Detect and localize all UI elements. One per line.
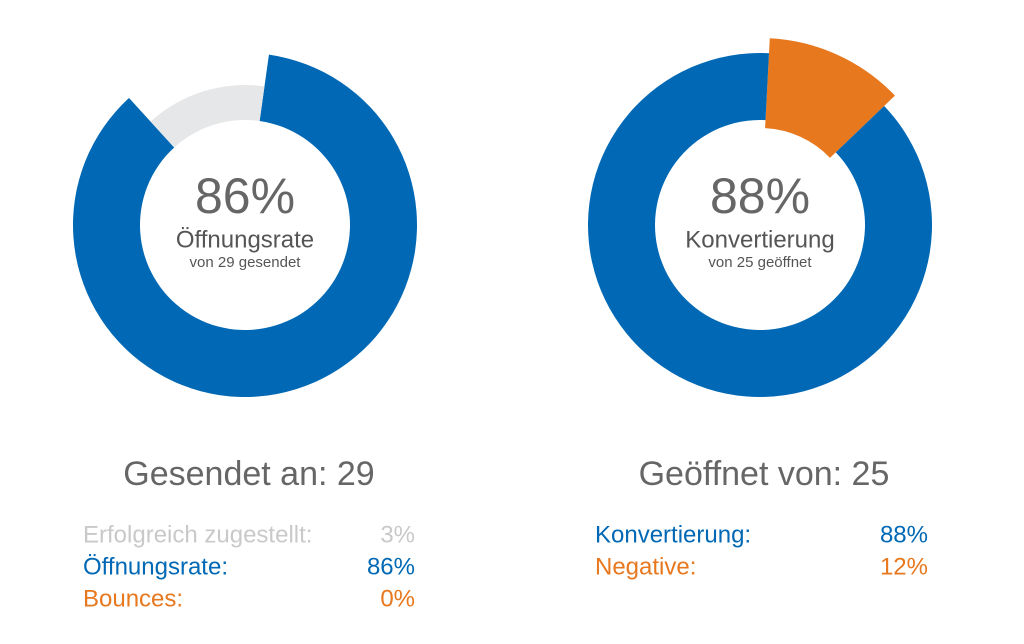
center-value: 86% bbox=[195, 168, 295, 224]
summary: Geöffnet von: 25 bbox=[639, 455, 890, 493]
donut-segment bbox=[587, 53, 932, 398]
center-subtitle: von 29 gesendet bbox=[190, 254, 302, 271]
legend-value: 3% bbox=[380, 521, 415, 548]
legend-name: Konvertierung: bbox=[595, 521, 751, 548]
legend-name: Negative: bbox=[595, 553, 696, 580]
legend-name: Erfolgreich zugestellt: bbox=[83, 521, 312, 548]
donut-segment bbox=[765, 38, 895, 158]
legend-name: Öffnungsrate: bbox=[83, 553, 228, 580]
center-title: Konvertierung bbox=[685, 226, 834, 253]
donut-segment bbox=[72, 54, 417, 398]
legend-value: 86% bbox=[367, 553, 415, 580]
legend-value: 12% bbox=[880, 553, 928, 580]
center-subtitle: von 25 geöffnet bbox=[708, 254, 812, 271]
legend-name: Bounces: bbox=[83, 585, 183, 612]
legend-value: 0% bbox=[380, 585, 415, 612]
summary: Gesendet an: 29 bbox=[123, 455, 374, 493]
center-title: Öffnungsrate bbox=[176, 226, 314, 253]
center-value: 88% bbox=[710, 168, 810, 224]
legend-value: 88% bbox=[880, 521, 928, 548]
donut-segment bbox=[150, 85, 265, 148]
